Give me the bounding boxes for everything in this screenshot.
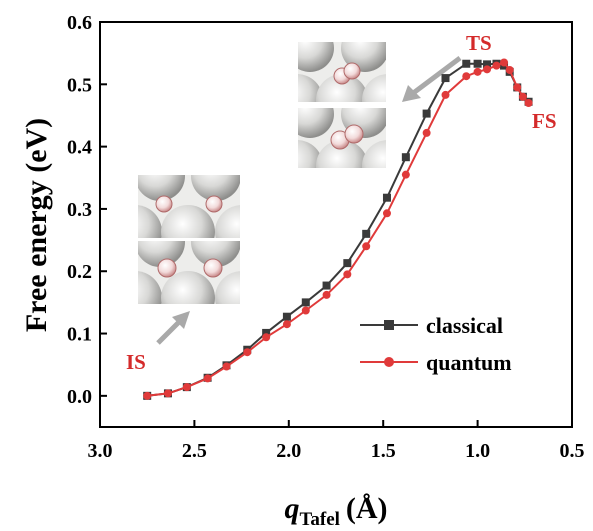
data-point-quantum [483,65,492,74]
data-point-quantum [243,348,252,357]
data-point-classical [262,328,271,337]
plot-frame [99,21,573,428]
data-point-classical [473,59,482,68]
x-axis-label-q: q [284,492,299,525]
x-axis: 3.0 2.5 2.0 1.5 1.0 0.5 [88,420,585,462]
data-point-quantum [422,128,431,137]
x-tick-label: 2.5 [182,440,207,462]
data-point-quantum [492,61,501,70]
ts-arrow [402,56,462,102]
legend-label-quantum: quantum [426,350,512,375]
y-axis: 0.0 0.1 0.2 0.3 0.4 0.5 0.6 [67,12,107,408]
legend: classical quantum [360,313,512,375]
data-point-classical [441,74,450,83]
series-layer [143,58,533,400]
legend-item-quantum: quantum [360,350,512,375]
data-point-quantum [473,67,482,76]
data-point-quantum [222,362,231,371]
y-tick-label: 0.5 [67,74,92,96]
data-point-classical [422,109,431,118]
data-point-quantum [462,72,471,81]
x-tick-label: 3.0 [88,440,113,462]
data-point-quantum [322,290,331,299]
is-structure-inset-bottom [138,241,240,304]
data-point-quantum [182,383,191,392]
data-point-quantum [143,391,152,400]
is-label: IS [126,350,146,374]
data-point-classical [322,281,331,290]
y-tick-label: 0.3 [67,199,92,221]
x-axis-label-sub: Tafel [299,509,339,530]
series-quantum [143,58,533,400]
y-tick-label: 0.0 [67,386,92,408]
y-tick-label: 0.2 [67,261,92,283]
is-arrow [156,311,190,345]
x-axis-label: qTafel (Å) [284,492,387,530]
ts-label: TS [466,31,492,55]
data-point-quantum [441,90,450,99]
data-point-quantum [500,58,509,67]
legend-item-classical: classical [360,313,503,338]
legend-label-classical: classical [426,313,503,338]
fs-label: FS [532,109,557,133]
x-tick-label: 2.0 [276,440,301,462]
y-axis-label: Free energy (eV) [20,118,53,332]
data-point-quantum [301,306,310,315]
data-point-quantum [343,270,352,279]
data-point-quantum [282,320,291,329]
data-point-quantum [163,389,172,398]
data-point-quantum [524,99,533,107]
data-point-quantum [362,242,371,251]
data-point-quantum [513,83,522,92]
data-point-classical [282,312,291,321]
y-tick-label: 0.6 [67,12,92,34]
data-point-quantum [401,170,410,179]
x-tick-label: 1.5 [371,440,396,462]
data-point-classical [401,153,410,162]
data-point-classical [382,193,391,202]
data-point-classical [301,298,310,307]
x-tick-label: 1.0 [465,440,490,462]
is-structure-inset-top [138,175,240,238]
x-tick-label: 0.5 [560,440,585,462]
data-point-quantum [382,209,391,218]
y-tick-label: 0.1 [67,324,92,346]
x-axis-label-unit: (Å) [346,492,388,525]
data-point-classical [362,229,371,238]
data-point-classical [483,60,492,69]
data-point-quantum [518,92,527,101]
data-point-quantum [203,374,212,383]
ts-structure-inset-top [298,42,386,102]
data-point-classical [343,259,352,268]
data-point-quantum [262,333,271,342]
ts-structure-inset-bottom [298,108,386,168]
data-point-quantum [505,65,514,74]
data-point-classical [462,59,471,68]
y-tick-label: 0.4 [67,137,92,159]
